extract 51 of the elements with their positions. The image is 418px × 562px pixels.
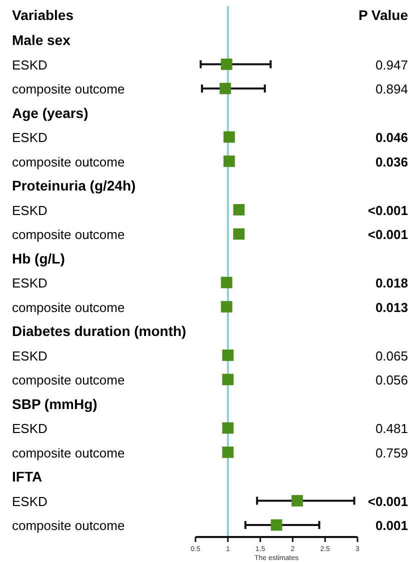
- y2-axis-title: P Value: [358, 7, 408, 23]
- text: <0.001: [368, 494, 408, 509]
- y-tick-label: composite outcome: [12, 82, 125, 96]
- point: [220, 58, 232, 70]
- y-tick-label: composite outcome: [12, 227, 125, 242]
- point: [223, 156, 235, 167]
- text: 0.056: [375, 372, 408, 388]
- point: [223, 131, 235, 143]
- text: 0.947: [375, 57, 408, 72]
- y-tick-label: composite outcome: [12, 445, 125, 460]
- y-tick-label: composite outcome: [12, 154, 125, 170]
- y-tick-label: composite outcome: [12, 300, 125, 315]
- point: [292, 495, 303, 506]
- y-tick-label: SBP (mmHg): [12, 396, 98, 412]
- point: [233, 228, 245, 240]
- text: 0.065: [375, 348, 408, 364]
- y-tick-label: Hb (g/L): [12, 250, 65, 266]
- text: 0.046: [375, 130, 408, 145]
- point: [233, 204, 245, 216]
- y-tick-label: ESKD: [12, 130, 48, 145]
- text: 0.894: [375, 82, 408, 96]
- point: [270, 519, 282, 531]
- y-tick-label: ESKD: [12, 348, 48, 364]
- point: [222, 422, 234, 434]
- text: 0.013: [375, 300, 408, 315]
- y-tick-label: ESKD: [12, 494, 48, 509]
- y-tick-label: ESKD: [12, 421, 48, 436]
- y-tick-label: ESKD: [12, 57, 48, 72]
- text: 0.018: [375, 276, 408, 290]
- point: [222, 374, 234, 386]
- text: 0.481: [375, 421, 408, 436]
- y-tick-label: ESKD: [12, 276, 48, 290]
- y-tick-label: Proteinuria (g/24h): [12, 178, 136, 194]
- text: 0.001: [375, 518, 408, 533]
- y-axis-title: Variables: [12, 7, 74, 23]
- text: <0.001: [368, 202, 408, 218]
- text: <0.001: [368, 227, 408, 242]
- point: [220, 276, 232, 288]
- point: [220, 82, 232, 94]
- y-tick-label: composite outcome: [12, 518, 125, 533]
- y-tick-label: Male sex: [12, 32, 71, 48]
- point: [222, 446, 234, 458]
- y-tick-label: composite outcome: [12, 372, 125, 388]
- point: [222, 350, 234, 361]
- point: [220, 301, 232, 312]
- y-tick-label: IFTA: [12, 468, 42, 484]
- y-tick-label: Diabetes duration (month): [12, 323, 186, 339]
- text: 0.759: [375, 445, 408, 460]
- y-tick-label: ESKD: [12, 202, 48, 218]
- text: 0.036: [375, 154, 408, 170]
- y-tick-label: Age (years): [12, 104, 88, 121]
